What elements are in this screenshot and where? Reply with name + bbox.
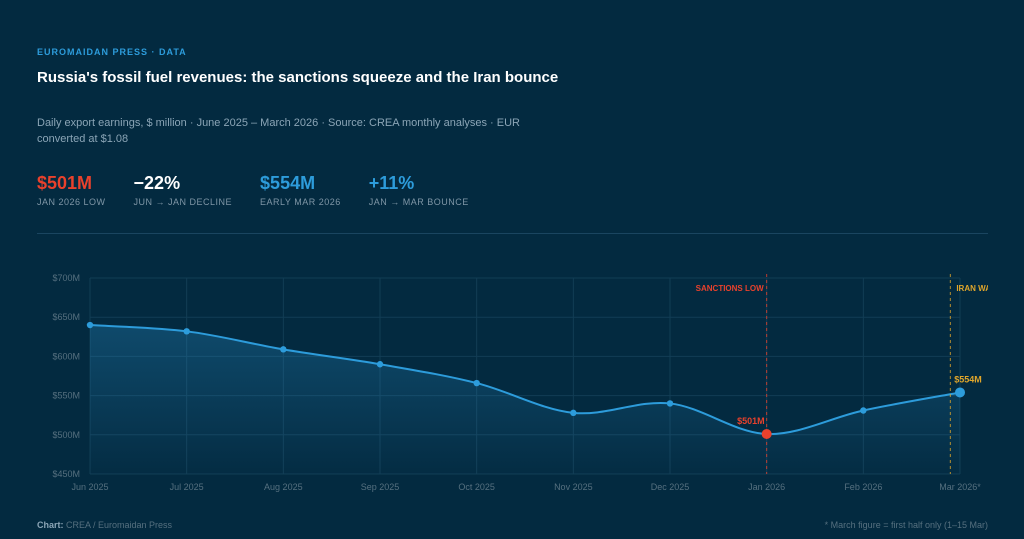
stat-label: EARLY MAR 2026	[260, 197, 341, 207]
x-tick-label: Jul 2025	[170, 482, 204, 492]
y-tick-label: $600M	[52, 351, 80, 361]
y-tick-label: $550M	[52, 391, 80, 401]
chart-credit: Chart: CREA / Euromaidan Press	[37, 520, 172, 530]
data-point	[955, 387, 965, 398]
footnote: * March figure = first half only (1–15 M…	[824, 520, 988, 530]
y-tick-label: $500M	[52, 430, 80, 440]
x-tick-label: Sep 2025	[361, 482, 400, 492]
x-tick-label: Jun 2025	[71, 482, 108, 492]
stat-value: $554M	[260, 173, 316, 193]
chart-title: Russia's fossil fuel revenues: the sanct…	[37, 69, 559, 86]
x-tick-label: Jan 2026	[748, 482, 785, 492]
line-chart: $450M $500M $550M $600M $650M $700M Jun 2025 Ju…	[52, 273, 997, 492]
data-point	[570, 409, 577, 417]
annotation-label: IRAN WAR	[956, 284, 997, 293]
stat-label: JUN → JAN DECLINE	[133, 197, 233, 207]
data-label: $501M	[737, 416, 765, 426]
x-tick-label: Mar 2026*	[939, 482, 981, 492]
y-tick-label: $650M	[52, 312, 80, 322]
data-point	[473, 379, 480, 387]
stat-jan-low: $501M JAN 2026 LOW	[37, 172, 106, 207]
kicker: EUROMAIDAN PRESS · DATA	[37, 47, 187, 57]
chart-subtitle: Daily export earnings, $ million · June …	[37, 117, 521, 145]
stats-row: $501M JAN 2026 LOW −22% JUN → JAN DECLIN…	[37, 172, 497, 207]
data-point	[761, 429, 772, 440]
stat-label: JAN → MAR BOUNCE	[368, 197, 469, 207]
data-point	[376, 361, 384, 368]
data-point	[860, 407, 867, 414]
x-tick-label: Oct 2025	[458, 482, 495, 492]
y-tick-label: $700M	[52, 273, 80, 283]
x-tick-label: Nov 2025	[554, 482, 593, 492]
stat-value: −22%	[133, 173, 181, 193]
stat-bounce: +11% JAN → MAR BOUNCE	[369, 172, 469, 207]
series-line	[89, 324, 961, 436]
stat-value: +11%	[368, 173, 415, 193]
x-tick-label: Dec 2025	[651, 482, 690, 492]
data-point	[183, 328, 190, 335]
stat-value: $501M	[37, 173, 93, 193]
divider	[37, 233, 988, 234]
x-tick-label: Feb 2026	[844, 482, 882, 492]
data-point	[86, 321, 94, 329]
stat-decline: −22% JUN → JAN DECLINE	[134, 172, 233, 207]
area-fill	[90, 325, 960, 474]
annotation-label: SANCTIONS LOW	[696, 284, 764, 293]
x-tick-label: Aug 2025	[264, 482, 303, 492]
stat-early-mar: $554M EARLY MAR 2026	[260, 172, 341, 207]
data-point	[280, 346, 287, 353]
y-tick-label: $450M	[52, 469, 80, 479]
credit-text: CREA / Euromaidan Press	[66, 520, 173, 530]
data-label: $554M	[954, 374, 982, 384]
credit-label: Chart:	[37, 520, 64, 530]
data-point	[666, 400, 674, 407]
stat-label: JAN 2026 LOW	[37, 197, 106, 207]
